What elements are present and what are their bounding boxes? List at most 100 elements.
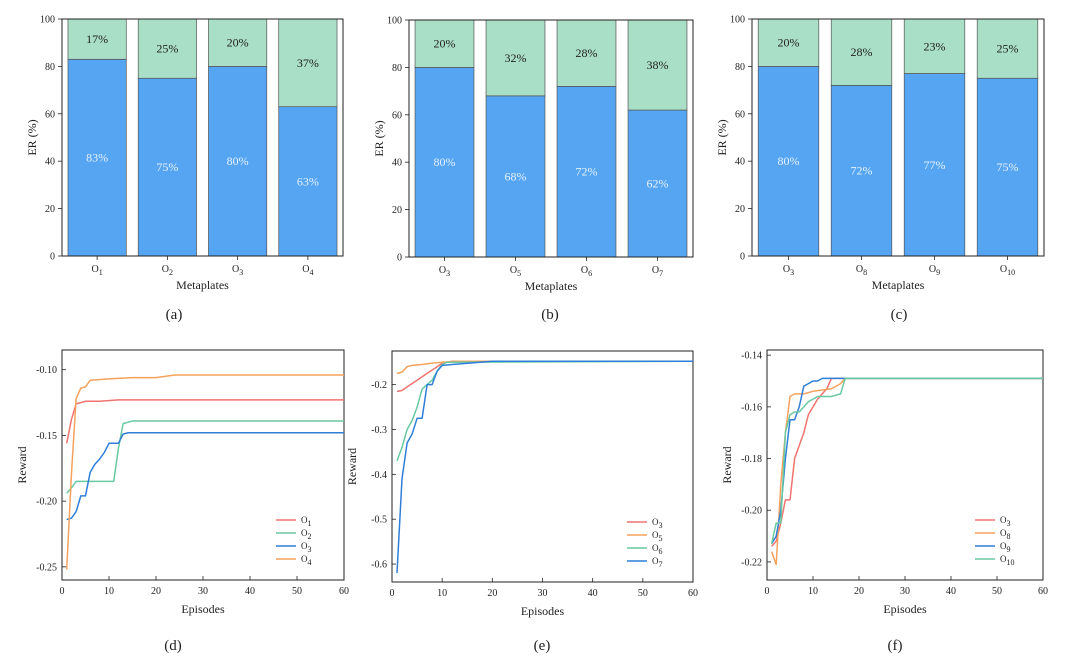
y-axis-label: ER (%) [715, 119, 729, 155]
bar-bottom-label: 62% [647, 177, 669, 191]
bar-bottom-label: 83% [86, 151, 108, 165]
legend-label-base: O [1000, 528, 1007, 538]
legend-label-base: O [652, 556, 659, 566]
bar-bottom-label: 63% [297, 174, 319, 188]
y-tick-label: -0.25 [36, 562, 57, 573]
x-tick-label: O5 [510, 265, 521, 278]
x-tick-label: O7 [652, 265, 663, 278]
bar-bottom-label: 80% [227, 154, 249, 168]
plot-frame [61, 18, 344, 257]
plot-frame [408, 19, 694, 258]
x-axis-label: Metaplates [176, 278, 229, 292]
x-tick-label: 20 [151, 586, 161, 597]
legend-label-subscript: 8 [1007, 532, 1011, 541]
x-tick-label: 10 [437, 588, 447, 599]
x-tick-label-subscript: 4 [309, 268, 313, 277]
y-tick-label: 100 [730, 15, 745, 26]
legend-label-base: O [652, 517, 659, 527]
legend-label: O7 [652, 556, 663, 569]
legend-label: O9 [1000, 541, 1011, 554]
bar-bottom-label: 75% [997, 160, 1019, 174]
bar-panel-c: 80%20%O372%28%O877%23%O975%25%O100204060… [715, 15, 1045, 323]
bar-bottom-segment [208, 66, 268, 257]
legend-label-subscript: 2 [308, 532, 312, 541]
x-tick-label: O2 [162, 264, 173, 277]
y-tick-label: -0.18 [741, 454, 762, 465]
legend-label-base: O [301, 554, 308, 564]
x-tick-label: O4 [302, 264, 313, 277]
bar-top-segment [278, 18, 338, 108]
bar-top-label: 20% [434, 37, 456, 51]
y-tick-label: -0.5 [371, 515, 387, 526]
bar-bottom-segment [830, 85, 893, 257]
bar-top-label: 20% [778, 36, 800, 50]
x-tick-label-base: O [652, 265, 659, 276]
bar-bottom-label: 68% [505, 169, 527, 183]
x-tick-label: 20 [854, 586, 864, 597]
y-tick-label: -0.4 [371, 470, 387, 481]
y-tick-label: -0.15 [36, 431, 57, 442]
bar-top-segment [627, 19, 688, 111]
x-tick-label: 40 [588, 588, 598, 599]
legend-label-subscript: 1 [308, 519, 312, 528]
bar-bottom-label: 80% [778, 154, 800, 168]
bar-bottom-segment [67, 58, 127, 257]
x-tick-label-base: O [232, 264, 239, 275]
y-tick-label: 100 [40, 15, 55, 26]
x-tick-label: O3 [783, 264, 794, 277]
panel-label: (b) [541, 307, 559, 323]
y-axis-label: Reward [345, 448, 359, 485]
x-tick-label-subscript: 1 [99, 268, 103, 277]
x-tick-label-subscript: 3 [239, 268, 243, 277]
y-tick-label: -0.20 [36, 497, 57, 508]
x-tick-label: 30 [198, 586, 208, 597]
x-axis-label: Metaplates [525, 279, 578, 293]
panel-label: (e) [534, 638, 551, 654]
x-tick-label-base: O [510, 265, 517, 276]
x-tick-label-base: O [439, 265, 446, 276]
y-tick-label: 80 [392, 63, 402, 74]
bar-bottom-label: 75% [156, 160, 178, 174]
x-tick-label-base: O [929, 264, 936, 275]
y-tick-label: 20 [392, 205, 402, 216]
bar-top-segment [208, 18, 268, 67]
bar-bottom-label: 72% [851, 164, 873, 178]
panel-label: (f) [888, 638, 903, 654]
y-tick-label: -0.14 [741, 351, 762, 362]
y-tick-label: -0.3 [371, 425, 387, 436]
y-tick-label: -0.2 [371, 380, 387, 391]
bar-top-label: 25% [997, 42, 1019, 56]
bar-top-label: 23% [924, 39, 946, 53]
legend-label-subscript: 9 [1007, 545, 1011, 554]
plot-frame [391, 350, 694, 583]
bar-bottom-segment [757, 66, 820, 257]
panel-label: (a) [166, 307, 183, 323]
bar-top-segment [485, 19, 546, 97]
x-tick-label-base: O [302, 264, 309, 275]
bar-top-label: 32% [505, 51, 527, 65]
plot-frame [751, 18, 1045, 257]
series-line-o2 [66, 420, 344, 494]
x-tick-label: O8 [856, 264, 867, 277]
x-tick-label-subscript: 6 [588, 269, 592, 278]
y-tick-label: 80 [735, 62, 745, 73]
x-tick-label: 60 [339, 586, 349, 597]
y-tick-label: -0.20 [741, 506, 762, 517]
series-line-o3 [771, 377, 1043, 547]
legend-label-base: O [301, 515, 308, 525]
bar-top-label: 28% [576, 46, 598, 60]
x-tick-label-base: O [162, 264, 169, 275]
x-tick-label: 40 [245, 586, 255, 597]
bar-bottom-label: 72% [576, 165, 598, 179]
bar-bottom-segment [556, 86, 617, 258]
panel-label: (c) [891, 307, 908, 323]
line-panel-f: 0 10 20 30 40 50 60-0.22-0.20-0.18-0.16-0.14O3… [720, 349, 1048, 654]
y-tick-label: 0 [740, 252, 745, 263]
bar-top-label: 38% [647, 58, 669, 72]
x-tick-label: 50 [292, 586, 302, 597]
y-tick-label: 40 [392, 158, 402, 169]
x-tick-label: O10 [1000, 264, 1015, 277]
legend-label-subscript: 5 [659, 534, 663, 543]
x-tick-label-base: O [1000, 264, 1007, 275]
